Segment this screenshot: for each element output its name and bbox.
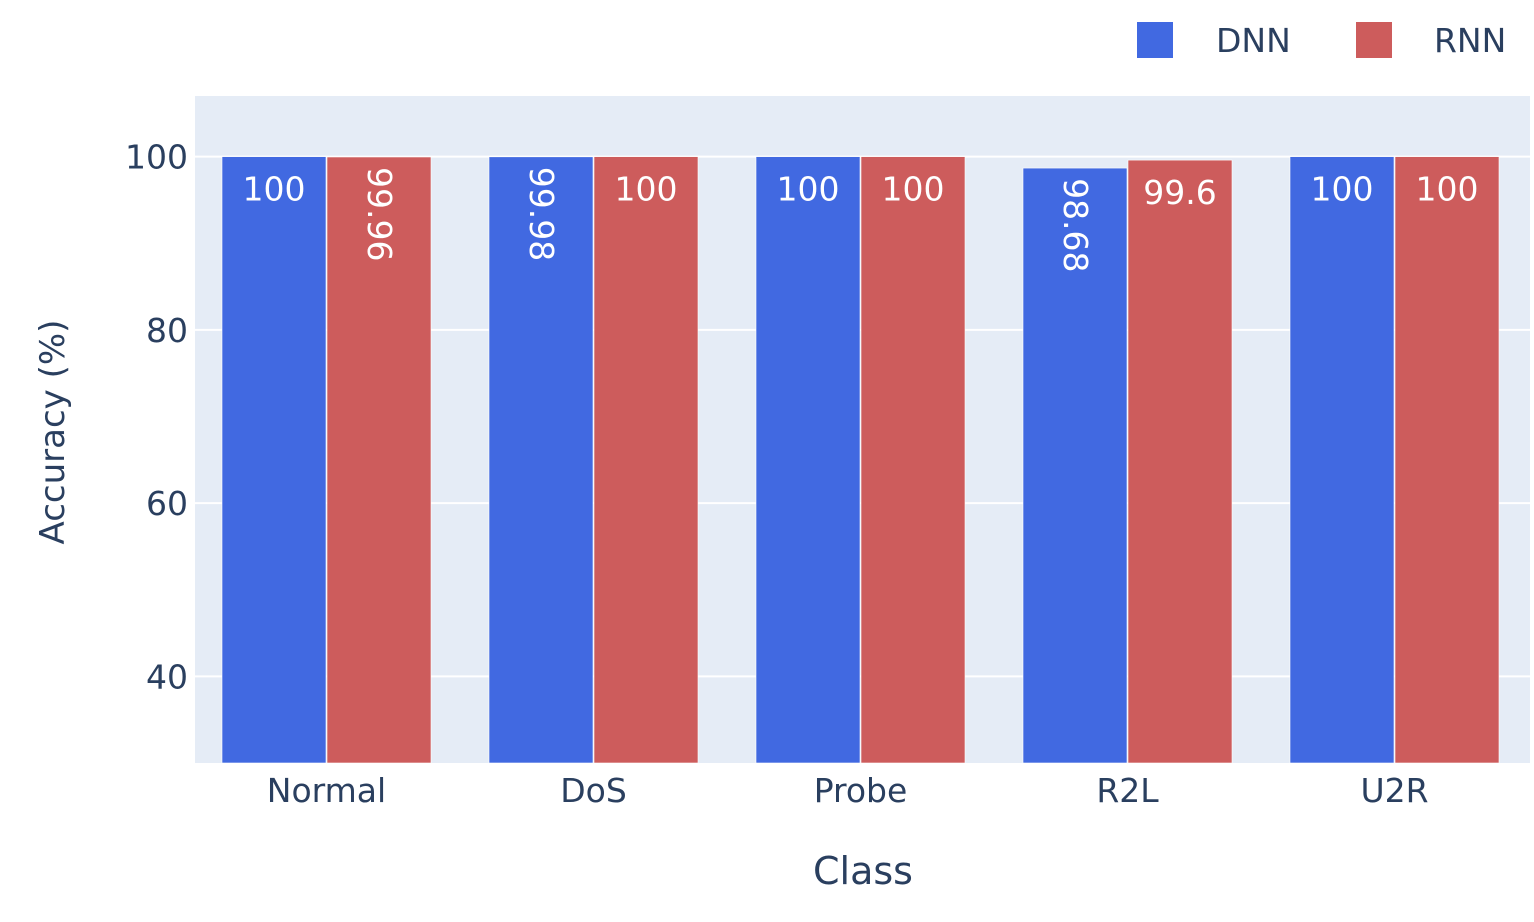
x-tick-label: U2R <box>1360 771 1428 810</box>
x-axis-title: Class <box>813 849 913 893</box>
y-tick-labels: 40 60 80 100 <box>125 138 188 697</box>
bar-value-label: 98.68 <box>1056 178 1095 272</box>
y-tick-label: 60 <box>146 484 188 523</box>
bar-dnn-probe[interactable] <box>755 156 861 764</box>
bar-dnn-dos[interactable] <box>488 156 594 764</box>
bar-value-label: 99.98 <box>522 167 561 261</box>
bars <box>221 156 1500 764</box>
bar-value-label: 100 <box>1416 170 1479 209</box>
bar-rnn-probe[interactable] <box>860 156 966 764</box>
x-tick-label: Probe <box>814 771 908 810</box>
legend-item-rnn[interactable]: RNN <box>1356 21 1506 60</box>
y-tick-label: 100 <box>125 138 188 177</box>
bar-rnn-r2l[interactable] <box>1127 159 1233 764</box>
y-tick-label: 80 <box>146 311 188 350</box>
bar-value-label: 100 <box>615 170 678 209</box>
legend-swatch <box>1137 22 1173 58</box>
legend-item-dnn[interactable]: DNN <box>1137 21 1291 60</box>
bar-value-label: 99.96 <box>360 167 399 261</box>
y-tick-label: 40 <box>146 657 188 696</box>
bar-value-label: 100 <box>882 170 945 209</box>
bar-value-label: 100 <box>1311 170 1374 209</box>
legend-swatch <box>1356 22 1392 58</box>
bar-value-label: 100 <box>243 170 306 209</box>
bar-rnn-dos[interactable] <box>593 156 699 764</box>
x-tick-label: R2L <box>1096 771 1159 810</box>
bar-value-label: 99.6 <box>1143 173 1216 212</box>
bar-rnn-normal[interactable] <box>326 156 432 764</box>
legend-label: DNN <box>1216 21 1291 60</box>
bar-dnn-u2r[interactable] <box>1289 156 1395 764</box>
bar-dnn-r2l[interactable] <box>1022 167 1128 764</box>
legend[interactable]: DNN RNN <box>1137 21 1506 60</box>
bar-value-label: 100 <box>777 170 840 209</box>
y-axis-title: Accuracy (%) <box>33 320 73 545</box>
bar-dnn-normal[interactable] <box>221 156 327 764</box>
x-tick-label: DoS <box>560 771 627 810</box>
x-tick-label: Normal <box>267 771 386 810</box>
bar-rnn-u2r[interactable] <box>1394 156 1500 764</box>
bar-value-labels: 100 99.96 99.98 100 100 100 98.68 99.6 100 100 <box>243 167 1479 273</box>
x-tick-labels: Normal DoS Probe R2L U2R <box>267 771 1429 810</box>
legend-label: RNN <box>1434 21 1506 60</box>
